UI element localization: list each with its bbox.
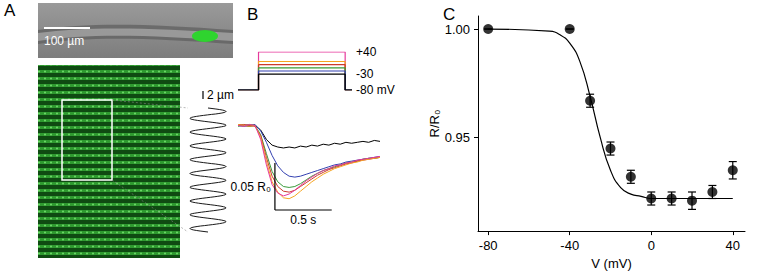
svg-text:2 µm: 2 µm	[207, 88, 234, 102]
svg-text:-80 mV: -80 mV	[356, 83, 395, 97]
svg-text:40: 40	[726, 238, 740, 253]
svg-text:0.95: 0.95	[445, 130, 470, 145]
svg-text:-30: -30	[356, 67, 374, 81]
svg-text:R/R₀: R/R₀	[427, 110, 442, 138]
svg-text:V (mV): V (mV)	[591, 256, 631, 271]
svg-text:-80: -80	[479, 238, 498, 253]
svg-text:0.05 R₀: 0.05 R₀	[231, 180, 271, 194]
svg-text:A: A	[4, 1, 16, 20]
svg-text:B: B	[247, 5, 258, 24]
svg-text:1.00: 1.00	[444, 21, 470, 37]
svg-text:-40: -40	[560, 238, 579, 253]
svg-text:100 µm: 100 µm	[44, 34, 84, 48]
svg-text:+40: +40	[356, 45, 377, 59]
svg-text:0: 0	[648, 238, 655, 253]
svg-text:0.5 s: 0.5 s	[290, 213, 316, 227]
svg-text:C: C	[443, 5, 455, 24]
